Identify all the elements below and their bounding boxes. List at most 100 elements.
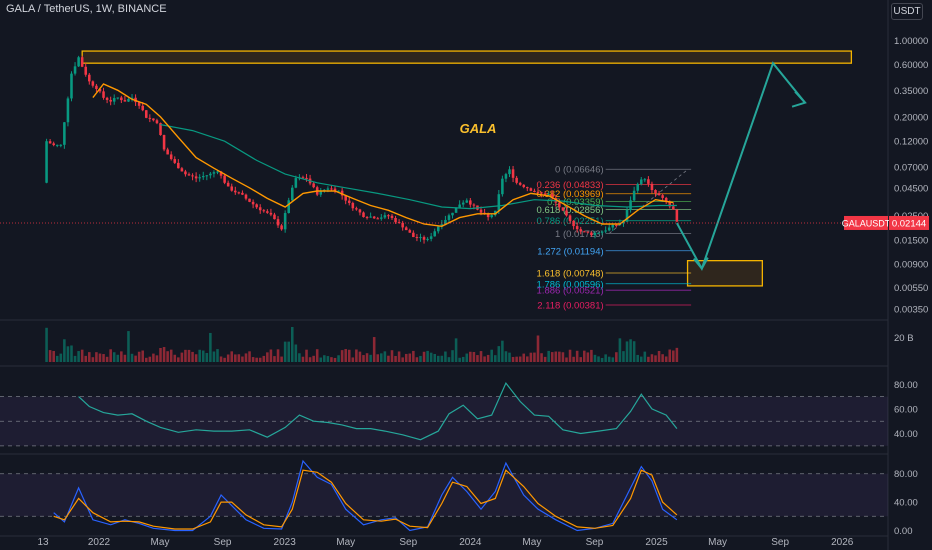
candle-body — [497, 194, 501, 211]
candle-body — [344, 195, 347, 201]
volume-bar — [262, 355, 266, 362]
volume-bar — [611, 357, 615, 362]
volume-bar — [287, 341, 290, 362]
candle-body — [323, 189, 326, 191]
volume-bar — [130, 353, 134, 362]
volume-bar — [290, 326, 294, 362]
rsi-line — [78, 381, 678, 441]
price-axis-tick-label: 0.20000 — [894, 112, 928, 123]
price-axis-tick-label: 1.00000 — [894, 36, 928, 47]
volume-bar — [372, 337, 376, 362]
fib-level-label: 0.236 (0.04833) — [537, 180, 604, 191]
candle-body — [166, 149, 169, 155]
volume-bar — [558, 351, 561, 362]
stoch-axis-tick-label: 80.00 — [894, 469, 918, 480]
volume-bar — [540, 353, 543, 362]
time-axis-tick-label: Sep — [586, 537, 604, 548]
candle-body — [77, 57, 80, 67]
volume-bar — [191, 351, 194, 362]
candle-body — [223, 175, 226, 183]
candle-body — [294, 178, 298, 188]
volume-bar — [312, 355, 315, 362]
volume-bar — [241, 356, 244, 362]
volume-bar — [533, 352, 536, 362]
volume-bar — [45, 327, 48, 362]
volume-bar — [123, 354, 127, 362]
volume-bar — [543, 356, 547, 362]
volume-bar — [583, 350, 586, 362]
candle-body — [558, 202, 561, 208]
volume-bar — [59, 353, 63, 362]
candle-body — [661, 195, 664, 198]
volume-bar — [629, 339, 632, 362]
volume-bar — [169, 349, 173, 362]
volume-bar — [177, 357, 180, 362]
volume-bar — [661, 354, 664, 362]
price-axis-tick-label: 0.60000 — [894, 60, 928, 71]
candle-body — [169, 154, 173, 160]
candle-body — [504, 174, 508, 179]
volume-bar — [48, 350, 52, 362]
candle-body — [458, 204, 461, 208]
candle-body — [390, 215, 394, 219]
volume-bar — [298, 353, 301, 362]
volume-bar — [155, 355, 159, 362]
volume-bar — [675, 347, 679, 362]
volume-bar — [575, 350, 579, 362]
volume-bar — [173, 354, 177, 362]
candle-body — [529, 188, 533, 191]
candle-body — [91, 81, 95, 86]
candle-body — [248, 198, 251, 202]
candle-body — [280, 225, 283, 230]
volume-bar — [209, 332, 212, 362]
stoch-rsi-pane — [0, 459, 888, 532]
candle-body — [255, 204, 258, 208]
candle-body — [73, 66, 77, 74]
moving-averages-layer — [0, 61, 888, 272]
candle-body — [180, 168, 184, 172]
candle-body — [550, 194, 554, 199]
candle-body — [305, 177, 308, 179]
volume-bar — [394, 355, 397, 362]
candle-body — [187, 174, 191, 176]
volume-bar — [536, 335, 540, 362]
time-axis-tick-label: May — [151, 537, 170, 548]
currency-badge[interactable]: USDT — [891, 3, 923, 20]
volume-bar — [162, 347, 166, 362]
volume-bar — [230, 351, 234, 362]
volume-bar — [141, 350, 144, 362]
volume-bar — [134, 355, 137, 362]
resistance-zone — [81, 50, 853, 64]
volume-bar — [390, 350, 394, 362]
candle-body — [572, 220, 575, 227]
volume-bar — [657, 350, 661, 362]
candle-body — [45, 141, 48, 183]
volume-bar — [504, 351, 508, 362]
candle-body — [230, 186, 234, 191]
candle-body — [251, 201, 255, 205]
candle-body — [479, 209, 483, 213]
volume-bar — [52, 350, 55, 362]
volume-bar — [401, 357, 404, 362]
candle-body — [654, 190, 657, 194]
volume-bar — [365, 353, 369, 362]
candle-body — [429, 236, 433, 239]
volume-bar — [547, 350, 550, 362]
fib-level-label: 1 (0.01723) — [555, 229, 604, 240]
volume-bar — [308, 357, 312, 362]
volume-bar — [429, 352, 433, 362]
candle-body — [650, 183, 654, 191]
candle-body — [144, 110, 148, 118]
volume-bar — [55, 355, 59, 362]
volume-bar — [187, 349, 191, 362]
candle-body — [123, 100, 127, 102]
candle-body — [675, 209, 679, 222]
volume-bar — [565, 357, 568, 362]
candle-body — [355, 208, 358, 210]
volume-bar — [305, 349, 308, 362]
candle-body — [515, 177, 518, 183]
volume-bar — [344, 349, 347, 362]
candle-body — [216, 171, 219, 173]
